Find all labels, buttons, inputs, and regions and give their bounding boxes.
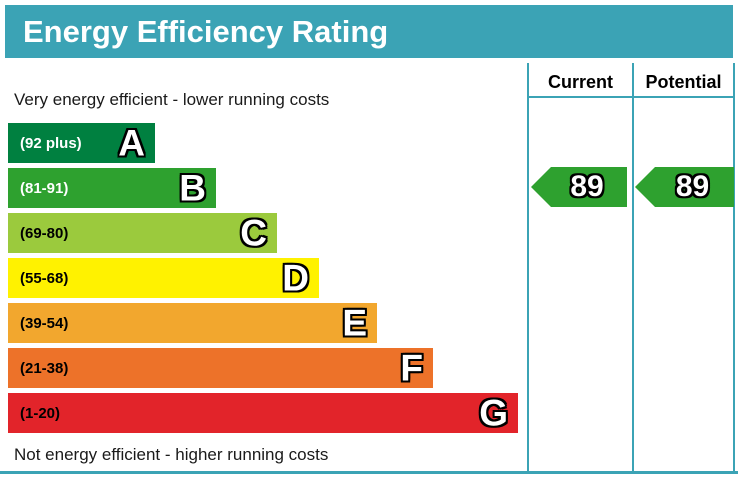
band-bar-a: (92 plus) A bbox=[8, 123, 155, 163]
band-letter-b: B bbox=[179, 167, 206, 209]
band-letter-e: E bbox=[342, 302, 367, 344]
band-range-c: (69-80) bbox=[20, 224, 69, 242]
header-underline bbox=[527, 96, 735, 98]
band-letter-c: C bbox=[240, 212, 267, 254]
current-rating-arrow: 89 bbox=[531, 167, 627, 207]
band-range-a: (92 plus) bbox=[20, 134, 82, 152]
table-divider-left bbox=[527, 63, 529, 472]
band-bar-c: (69-80) C bbox=[8, 213, 277, 253]
band-range-g: (1-20) bbox=[20, 404, 61, 422]
band-range-d: (55-68) bbox=[20, 269, 69, 287]
band-bar-f: (21-38) F bbox=[8, 348, 433, 388]
band-letter-f: F bbox=[400, 347, 423, 389]
band-bar-d: (55-68) D bbox=[8, 258, 319, 298]
chart-title: Energy Efficiency Rating bbox=[23, 13, 389, 49]
band-letter-d: D bbox=[282, 257, 309, 299]
band-row-c: (69-80) C bbox=[8, 213, 277, 253]
current-rating-value: 89 bbox=[570, 170, 604, 203]
potential-rating-value: 89 bbox=[675, 170, 710, 203]
bottom-caption: Not energy efficient - higher running co… bbox=[14, 445, 329, 464]
band-row-g: (1-20) G bbox=[8, 393, 518, 433]
band-range-b: (81-91) bbox=[20, 179, 69, 197]
band-letter-g: G bbox=[479, 392, 508, 434]
band-range-e: (39-54) bbox=[20, 314, 69, 332]
band-bar-g: (1-20) G bbox=[8, 393, 518, 433]
top-caption: Very energy efficient - lower running co… bbox=[14, 90, 330, 109]
band-bar-e: (39-54) E bbox=[8, 303, 377, 343]
potential-column-header: Potential bbox=[645, 72, 722, 92]
current-column-header: Current bbox=[547, 72, 613, 92]
table-divider-right bbox=[733, 63, 735, 472]
band-row-f: (21-38) F bbox=[8, 348, 433, 388]
chart-title-bar: Energy Efficiency Rating bbox=[5, 5, 733, 58]
band-row-a: (92 plus) A bbox=[8, 123, 155, 163]
band-range-f: (21-38) bbox=[20, 359, 69, 377]
band-row-b: (81-91) B bbox=[8, 168, 216, 208]
band-row-e: (39-54) E bbox=[8, 303, 377, 343]
chart-bottom-border bbox=[0, 471, 738, 474]
band-row-d: (55-68) D bbox=[8, 258, 319, 298]
table-divider-middle bbox=[632, 63, 634, 472]
potential-rating-arrow: 89 bbox=[635, 167, 734, 207]
band-bar-b: (81-91) B bbox=[8, 168, 216, 208]
band-letter-a: A bbox=[118, 122, 145, 164]
